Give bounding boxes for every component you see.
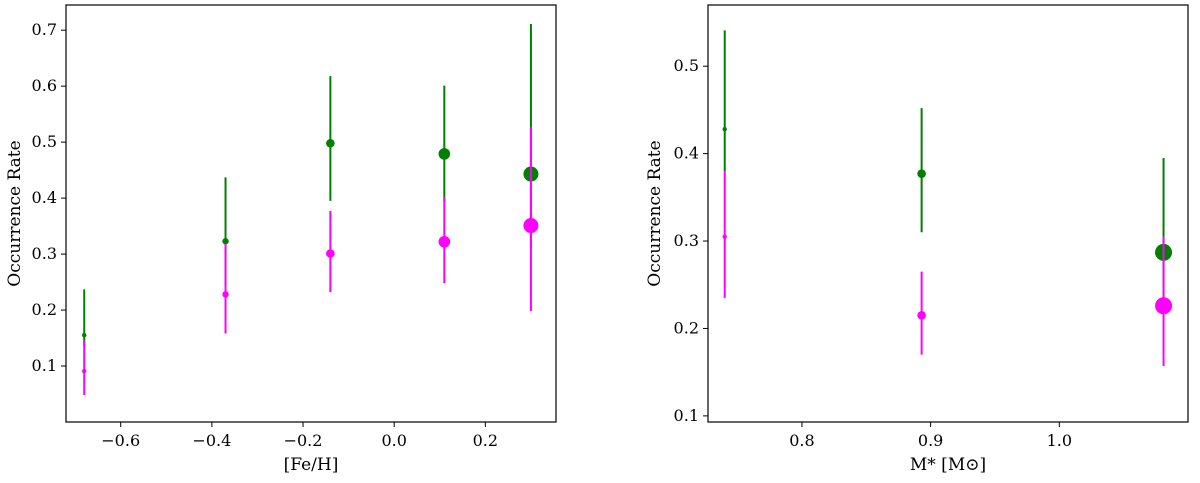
panel-metallicity: −0.6 −0.4 −0.2 0.0 0.2 0.1 0.2 0.3 0.4 0.5 0.6 0.7 […	[5, 4, 557, 475]
x-tick-label: −0.6	[101, 431, 140, 450]
x-tick-label: 0.9	[918, 431, 943, 450]
data-point	[222, 291, 229, 298]
y-tick-label: 0.4	[32, 188, 57, 207]
y-tick-label: 0.7	[32, 20, 57, 39]
plot-frame	[65, 4, 557, 423]
y-tick-label: 0.1	[674, 406, 699, 425]
y-tick-label: 0.4	[674, 144, 699, 163]
data-point	[722, 126, 727, 132]
data-point	[722, 234, 727, 239]
x-axis-label: M* [M⊙]	[910, 455, 986, 475]
panel-stellar-mass: 0.8 0.9 1.0 0.1 0.2 0.3 0.4 0.5 M* [M⊙] Occurrenc…	[645, 4, 1189, 475]
plot-frame	[707, 4, 1189, 423]
x-axis-label: [Fe/H]	[284, 455, 339, 475]
y-tick-label: 0.5	[32, 132, 57, 151]
x-tick-label: 0.2	[473, 431, 498, 450]
y-tick-label: 0.3	[674, 231, 699, 250]
y-tick-label: 0.6	[32, 76, 57, 95]
data-point	[222, 238, 229, 245]
data-point	[326, 249, 335, 258]
y-axis-label: Occurrence Rate	[645, 140, 665, 286]
data-point	[917, 311, 926, 320]
data-point	[82, 333, 87, 338]
series-0	[722, 30, 1173, 307]
data-point	[438, 235, 451, 248]
x-tick-label: 0.0	[381, 431, 406, 450]
data-point	[326, 138, 335, 148]
x-tick-label: −0.4	[192, 431, 231, 450]
data-point	[917, 169, 926, 179]
data-point	[438, 148, 451, 160]
data-point	[1155, 297, 1173, 315]
series-0	[82, 24, 539, 347]
y-tick-label: 0.2	[674, 318, 699, 337]
y-axis-label: Occurrence Rate	[5, 140, 25, 286]
data-point	[82, 368, 87, 374]
x-tick-label: 0.8	[789, 431, 814, 450]
series-1	[82, 127, 539, 396]
y-tick-label: 0.3	[32, 244, 57, 263]
data-point	[523, 218, 539, 234]
y-tick-label: 0.1	[32, 356, 57, 375]
x-tick-label: −0.2	[284, 431, 323, 450]
series-1	[722, 171, 1173, 367]
x-tick-label: 1.0	[1047, 431, 1072, 450]
y-tick-label: 0.5	[674, 56, 699, 75]
y-tick-label: 0.2	[32, 300, 57, 319]
